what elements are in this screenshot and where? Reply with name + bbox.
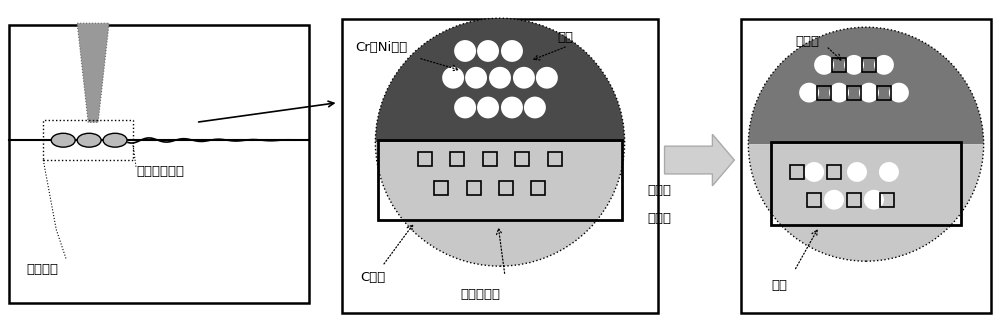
Text: 模具缺损区域: 模具缺损区域 — [136, 165, 184, 178]
Circle shape — [489, 67, 511, 89]
Bar — [467, 181, 481, 195]
Ellipse shape — [77, 133, 101, 147]
Bar — [832, 58, 846, 72]
Circle shape — [889, 83, 909, 103]
Text: 成分重: 成分重 — [648, 184, 672, 197]
Circle shape — [454, 40, 476, 62]
Wedge shape — [748, 27, 984, 144]
Text: 修复过程: 修复过程 — [26, 263, 58, 276]
Bar — [548, 152, 562, 166]
Bar — [418, 152, 432, 166]
Circle shape — [844, 55, 864, 75]
Ellipse shape — [51, 133, 75, 147]
Bar — [877, 86, 891, 100]
Circle shape — [804, 162, 824, 182]
Bar — [741, 19, 991, 313]
Circle shape — [864, 190, 884, 209]
Bar — [483, 152, 497, 166]
Text: 基体熔化区: 基体熔化区 — [460, 288, 500, 301]
Circle shape — [799, 83, 819, 103]
Bar — [531, 181, 545, 195]
Circle shape — [454, 97, 476, 119]
Polygon shape — [77, 23, 109, 123]
Bar — [847, 86, 861, 100]
Circle shape — [465, 67, 487, 89]
Circle shape — [874, 55, 894, 75]
Bar — [827, 165, 841, 179]
Circle shape — [477, 40, 499, 62]
Circle shape — [859, 83, 879, 103]
Bar — [434, 181, 448, 195]
Circle shape — [829, 83, 849, 103]
Circle shape — [524, 97, 546, 119]
Wedge shape — [748, 144, 984, 261]
Circle shape — [879, 162, 899, 182]
Text: Cr、Ni元素: Cr、Ni元素 — [355, 41, 408, 54]
Circle shape — [501, 97, 523, 119]
Bar — [847, 193, 861, 207]
Circle shape — [824, 190, 844, 209]
Circle shape — [513, 67, 535, 89]
Circle shape — [814, 55, 834, 75]
Bar — [862, 58, 876, 72]
Bar — [378, 140, 622, 219]
Ellipse shape — [103, 133, 127, 147]
Bar — [515, 152, 529, 166]
Circle shape — [536, 67, 558, 89]
Bar — [771, 142, 961, 225]
Wedge shape — [375, 142, 625, 266]
Bar — [790, 165, 804, 179]
Bar — [43, 121, 133, 160]
Wedge shape — [375, 18, 625, 142]
Circle shape — [501, 40, 523, 62]
Bar — [9, 25, 309, 303]
Bar — [807, 193, 821, 207]
Bar — [817, 86, 831, 100]
Text: 新配置: 新配置 — [648, 211, 672, 224]
Text: C元素: C元素 — [360, 271, 386, 284]
Text: 熔池: 熔池 — [558, 31, 574, 44]
FancyArrow shape — [665, 134, 734, 186]
Text: 修复区: 修复区 — [795, 35, 819, 48]
Circle shape — [442, 67, 464, 89]
Bar — [499, 181, 513, 195]
Text: 基体: 基体 — [771, 279, 787, 292]
Circle shape — [847, 162, 867, 182]
Bar — [342, 19, 658, 313]
Circle shape — [477, 97, 499, 119]
Bar — [880, 193, 894, 207]
Bar — [450, 152, 464, 166]
